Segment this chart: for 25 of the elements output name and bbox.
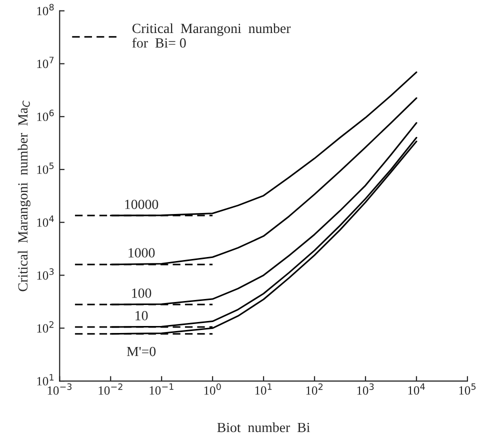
y-tick-label: 10$^{1}$ bbox=[37, 374, 54, 386]
y-tick-label: 10$^{6}$ bbox=[37, 110, 54, 122]
x-tick-label: 10$^{−2}$ bbox=[98, 383, 122, 395]
y-axis-title: Critical Marangoni number Ma$_{C}$ bbox=[18, 100, 30, 292]
x-tick-label: 10$^{5}$ bbox=[459, 383, 476, 395]
series-label: 10 bbox=[136, 310, 148, 320]
series-label: M'=0 bbox=[126, 346, 156, 356]
x-tick-label: 10$^{−1}$ bbox=[150, 383, 174, 395]
x-tick-label: 10$^{−3}$ bbox=[48, 383, 72, 395]
y-tick-label: 10$^{7}$ bbox=[37, 56, 54, 68]
y-tick-label: 10$^{5}$ bbox=[37, 162, 54, 174]
y-tick-label: 10$^{2}$ bbox=[37, 321, 54, 333]
series-label: 10000 bbox=[125, 200, 158, 210]
x-tick-label: 10$^{3}$ bbox=[357, 383, 374, 395]
series-label: 1000 bbox=[128, 248, 155, 258]
x-axis-title: Biot number Bi bbox=[217, 422, 310, 432]
series-label: 100 bbox=[132, 288, 152, 298]
legend-label: Critical Marangoni number for Bi= 0 bbox=[132, 23, 291, 48]
x-tick-label: 10$^{2}$ bbox=[306, 383, 323, 395]
x-tick-label: 10$^{0}$ bbox=[204, 383, 221, 395]
y-tick-label: 10$^{8}$ bbox=[37, 4, 54, 16]
x-tick-label: 10$^{1}$ bbox=[255, 383, 272, 395]
y-tick-label: 10$^{4}$ bbox=[37, 215, 54, 227]
x-tick-label: 10$^{4}$ bbox=[408, 383, 425, 395]
y-tick-label: 10$^{3}$ bbox=[37, 268, 54, 280]
